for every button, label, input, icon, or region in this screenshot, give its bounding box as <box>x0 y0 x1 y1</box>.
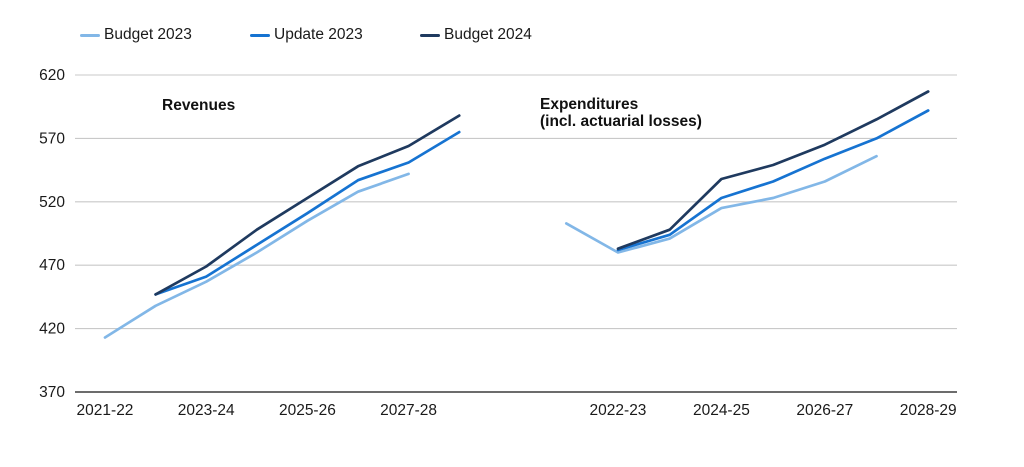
panel-title-expenditures-line2: (incl. actuarial losses) <box>540 113 702 130</box>
x-tick-label: 2028-29 <box>900 402 957 419</box>
y-tick-label: 620 <box>39 67 65 84</box>
x-tick-label: 2024-25 <box>693 402 750 419</box>
series-line-budget-2023 <box>103 172 410 339</box>
y-tick-label: 520 <box>39 194 65 211</box>
series-line-budget-2024 <box>154 114 461 296</box>
legend-label-budget-2023: Budget 2023 <box>104 26 192 43</box>
series-line-update-2023 <box>154 130 461 296</box>
x-tick-label: 2025-26 <box>279 402 336 419</box>
x-tick-label: 2021-22 <box>77 402 134 419</box>
y-tick-label: 570 <box>39 130 65 147</box>
legend-label-update-2023: Update 2023 <box>274 26 363 43</box>
y-tick-label: 370 <box>39 384 65 401</box>
panel-title-expenditures-line1: Expenditures <box>540 96 639 113</box>
y-tick-label: 420 <box>39 321 65 338</box>
legend-item-budget-2024: Budget 2024 <box>420 26 532 44</box>
x-tick-label: 2022-23 <box>590 402 647 419</box>
series-line-update-2023 <box>616 109 930 252</box>
y-tick-label: 470 <box>39 257 65 274</box>
series-lines-group <box>103 90 930 339</box>
legend-line-swatch-update-2023 <box>250 33 270 37</box>
x-tick-label: 2027-28 <box>380 402 437 419</box>
panel-title-revenues-line: Revenues <box>162 97 236 114</box>
gridlines-group <box>75 74 957 393</box>
legend-item-budget-2023: Budget 2023 <box>80 26 250 44</box>
x-tick-label: 2023-24 <box>178 402 235 419</box>
x-axis-tick-labels: 2021-22 2023-24 2025-26 2027-28 2022-23 2024-… <box>77 402 957 419</box>
legend-item-update-2023: Update 2023 <box>250 26 420 44</box>
series-line-budget-2024 <box>616 90 930 251</box>
panel-title-expenditures: Expenditures (incl. actuarial losses) <box>540 96 702 130</box>
x-tick-label: 2026-27 <box>796 402 853 419</box>
chart-legend: Budget 2023 Update 2023 Budget 2024 <box>80 24 532 46</box>
y-axis-tick-labels: 370 420 470 520 570 620 <box>39 67 65 401</box>
series-line-budget-2023 <box>564 154 878 254</box>
panel-title-revenues: Revenues <box>162 97 235 114</box>
legend-line-swatch-budget-2024 <box>420 33 440 37</box>
legend-line-swatch-budget-2023 <box>80 33 100 37</box>
legend-label-budget-2024: Budget 2024 <box>444 26 532 43</box>
